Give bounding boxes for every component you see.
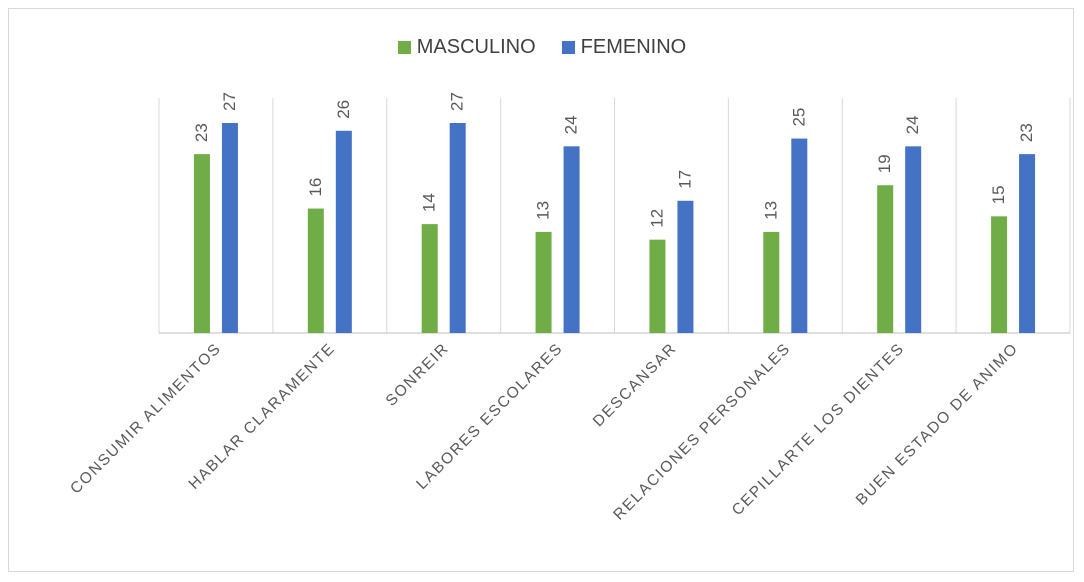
bar-femenino-4 [677,200,694,333]
bar-masculino-0 [193,154,210,333]
bar-masculino-7 [991,216,1008,333]
x-tick-label-5: RELACIONES PERSONALES [610,340,794,524]
data-label-femenino-3: 24 [562,115,581,134]
data-label-femenino-6: 24 [903,115,922,134]
data-label-femenino-5: 25 [789,108,808,127]
data-label-femenino-1: 26 [334,100,353,119]
bar-masculino-1 [307,208,324,333]
bar-masculino-5 [763,231,780,333]
data-label-masculino-2: 14 [420,193,439,212]
data-label-masculino-3: 13 [534,201,553,220]
data-label-femenino-7: 23 [1017,123,1036,142]
data-label-masculino-6: 19 [875,154,894,173]
bar-femenino-0 [221,123,238,333]
legend-item-masculino: MASCULINO [397,36,536,59]
bar-masculino-3 [535,231,552,333]
bar-masculino-2 [421,224,438,333]
data-label-masculino-0: 23 [192,123,211,142]
legend-label-masculino: MASCULINO [416,36,536,58]
bar-femenino-2 [449,123,466,333]
x-tick-label-2: SONREIR [383,340,453,410]
bar-masculino-6 [877,185,894,333]
legend-item-femenino: FEMENINO [561,36,687,59]
legend-label-femenino: FEMENINO [580,36,687,58]
bar-femenino-6 [905,146,922,333]
data-label-masculino-5: 13 [761,201,780,220]
bar-femenino-5 [791,138,808,333]
data-label-masculino-4: 12 [647,209,666,228]
data-label-femenino-4: 17 [675,170,694,189]
legend-swatch-femenino [561,41,575,54]
bar-femenino-1 [335,130,352,333]
data-label-masculino-7: 15 [989,185,1008,204]
bar-masculino-4 [649,239,666,333]
data-label-femenino-2: 27 [448,92,467,111]
bar-femenino-3 [563,146,580,333]
bar-femenino-7 [1019,154,1036,333]
data-label-femenino-0: 27 [220,92,239,111]
legend-swatch-masculino [397,41,411,54]
legend: MASCULINO FEMENINO [0,36,1084,59]
data-label-masculino-1: 16 [306,178,325,197]
x-tick-label-4: DESCANSAR [590,340,680,430]
